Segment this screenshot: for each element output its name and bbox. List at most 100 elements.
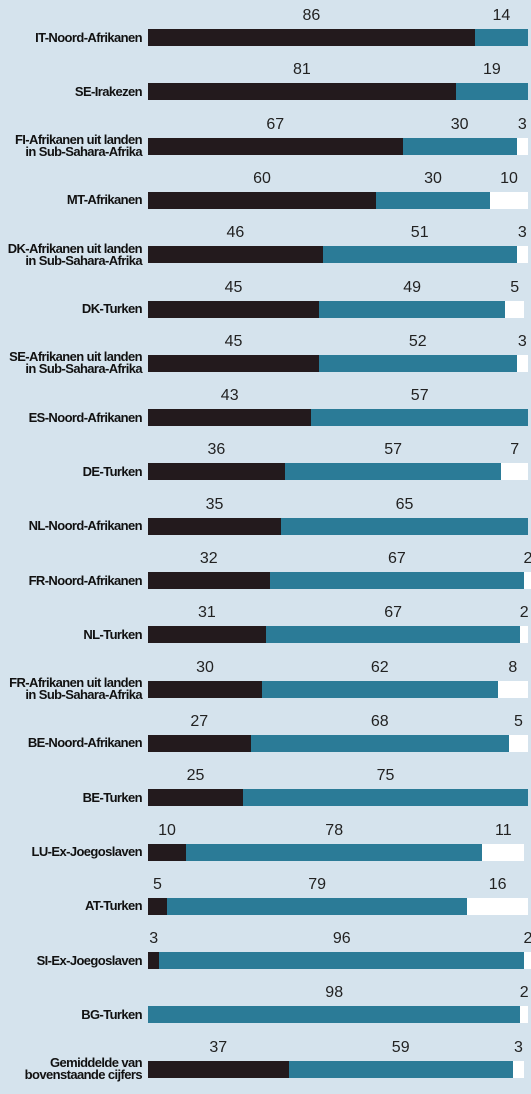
value-label: 3	[517, 115, 527, 133]
value-label: 5	[514, 712, 523, 730]
value-label: 5	[510, 278, 520, 296]
bar-segment	[148, 572, 270, 589]
category-label: NL-Turken	[83, 626, 142, 642]
bar-segment	[501, 463, 528, 481]
value-label: 30	[450, 115, 469, 133]
value-label: 10	[500, 169, 518, 187]
bar-segment	[281, 517, 528, 535]
value-label: 57	[384, 441, 402, 459]
bar-segment	[148, 680, 262, 698]
bar-segment	[474, 29, 528, 46]
value-label: 2	[523, 550, 531, 567]
value-label: 78	[325, 821, 344, 839]
value-label: 8	[508, 658, 518, 676]
value-label: 3	[514, 1038, 523, 1056]
value-label: 37	[209, 1038, 228, 1056]
value-label: 43	[220, 387, 239, 405]
bar-segment	[243, 789, 528, 807]
category-label: SE-Afrikanen uit landen in Sub-Sahara-Af…	[9, 349, 142, 377]
category-label: FR-Afrikanen uit landen in Sub-Sahara-Af…	[9, 675, 142, 703]
bar-segment	[455, 83, 528, 101]
bar-segment	[288, 1060, 513, 1078]
value-label: 46	[226, 224, 245, 242]
bar-segment	[512, 1060, 525, 1078]
value-label: 3	[517, 332, 527, 350]
bar-segment	[497, 680, 528, 698]
category-label: ES-Noord-Afrikanen	[28, 409, 143, 425]
value-label: 81	[292, 61, 311, 79]
value-label: 5	[153, 875, 162, 893]
category-label: AT-Turken	[85, 898, 143, 914]
category-label: Gemiddelde van bovenstaande cijfers	[24, 1055, 143, 1083]
value-label: 59	[391, 1038, 410, 1056]
bar-segment	[148, 29, 475, 46]
value-label: 30	[424, 169, 442, 187]
bar-segment	[148, 517, 281, 535]
bar-segment	[148, 1060, 289, 1078]
bar-segment	[148, 1006, 521, 1024]
bar-segment	[482, 843, 525, 861]
bar-segment	[467, 897, 528, 915]
bar-segment	[402, 137, 517, 155]
category-label: SI-Ex-Joegoslaven	[36, 952, 143, 968]
bar-segment	[148, 734, 251, 752]
bar-segment	[319, 300, 506, 318]
value-label: 2	[519, 604, 529, 622]
value-label: 86	[302, 7, 321, 24]
bar-segment	[524, 952, 531, 970]
category-label: FR-Noord-Afrikanen	[28, 572, 143, 588]
value-label: 36	[207, 441, 226, 459]
bar-segment	[262, 680, 498, 698]
category-label: BE-Noord-Afrikanen	[27, 735, 143, 751]
bar-segment	[490, 191, 528, 209]
bar-segment	[284, 463, 502, 481]
value-label: 98	[325, 984, 344, 1002]
category-label: DK-Turken	[81, 301, 143, 316]
value-label: 3	[517, 224, 527, 242]
value-label: 31	[197, 604, 216, 622]
bar-segment	[167, 897, 468, 915]
value-label: 45	[224, 332, 243, 350]
bar-segment	[322, 246, 517, 264]
category-label: BG-Turken	[81, 1006, 142, 1022]
value-label: 52	[408, 332, 427, 350]
bar-segment	[524, 572, 531, 589]
value-label: 2	[523, 930, 531, 948]
value-label: 19	[482, 61, 501, 79]
value-label: 62	[370, 658, 389, 676]
bar-segment	[186, 843, 483, 861]
value-label: 67	[266, 115, 285, 133]
bar-segment	[505, 300, 525, 318]
value-label: 75	[376, 767, 395, 785]
bar-segment	[148, 137, 403, 155]
bar-segment	[148, 626, 266, 644]
value-label: 32	[199, 550, 218, 567]
value-label: 11	[494, 821, 512, 839]
category-label: LU-Ex-Joegoslaven	[31, 844, 143, 859]
value-label: 57	[410, 387, 429, 405]
category-label: DE-Turken	[82, 463, 143, 479]
bar-segment	[148, 191, 376, 209]
bar-segment	[376, 191, 490, 209]
value-label: 79	[308, 875, 326, 893]
category-label: MT-Afrikanen	[66, 192, 143, 208]
value-label: 3	[149, 930, 159, 948]
value-label: 68	[370, 712, 389, 730]
value-label: 45	[224, 278, 243, 296]
value-label: 49	[403, 278, 421, 296]
category-label: FI-Afrikanen uit landen in Sub-Sahara-Af…	[14, 132, 143, 160]
value-label: 7	[510, 441, 520, 459]
bar-segment	[516, 354, 528, 372]
bar-segment	[520, 1006, 528, 1024]
value-label: 96	[332, 930, 351, 948]
value-label: 67	[387, 550, 406, 567]
bar-segment	[311, 409, 528, 427]
bar-segment	[148, 246, 323, 264]
category-label: IT-Noord-Afrikanen	[35, 29, 143, 45]
value-label: 60	[253, 169, 271, 187]
bar-segment	[520, 626, 528, 644]
bar-segment	[269, 572, 525, 589]
bar-segment	[516, 246, 528, 264]
category-label: BE-Turken	[82, 789, 143, 805]
